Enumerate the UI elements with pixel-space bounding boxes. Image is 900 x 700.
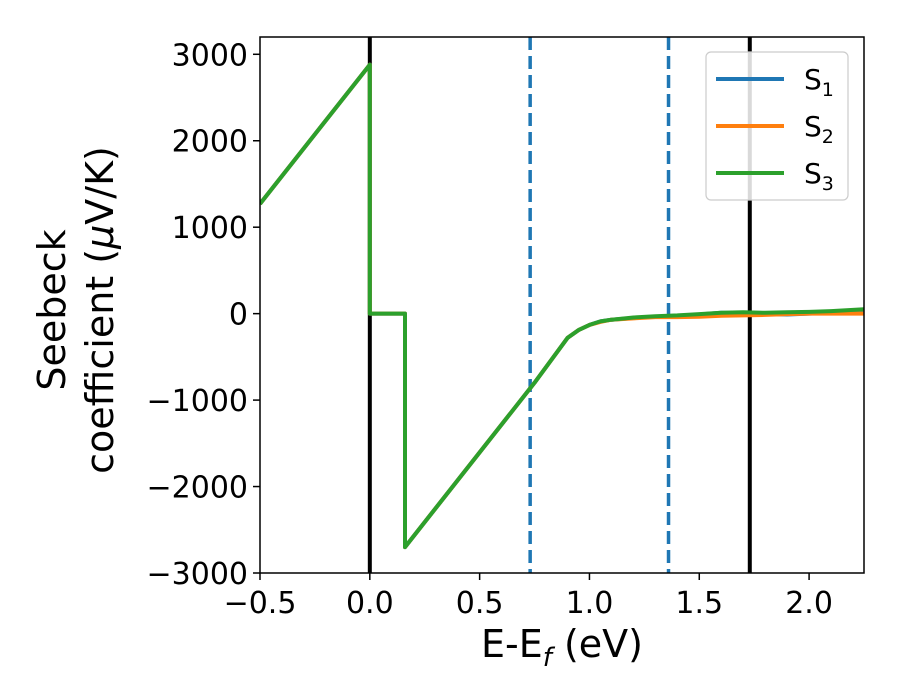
axes-frame xyxy=(259,36,865,574)
y-tick-label: 0 xyxy=(229,298,248,333)
y-axis-title-line1: Seebeck xyxy=(30,229,74,390)
x-tick-label: 1.0 xyxy=(566,586,614,621)
x-tick-label: −0.5 xyxy=(224,586,297,621)
x-tick-label: 2.0 xyxy=(785,586,833,621)
x-tick-label: 0.5 xyxy=(456,586,504,621)
y-tick-label: 2000 xyxy=(172,125,248,160)
x-axis-title: E-Ef (eV) xyxy=(481,622,643,673)
x-tick-label: 1.5 xyxy=(675,586,723,621)
series-line-3 xyxy=(260,62,864,550)
y-tick-label: 1000 xyxy=(172,211,248,246)
series-lines xyxy=(260,62,864,550)
vertical-reference-lines xyxy=(367,37,752,573)
y-tick-label: −2000 xyxy=(147,471,248,506)
y-tick-label: −1000 xyxy=(147,384,248,419)
legend-label-2: S2 xyxy=(804,110,834,148)
y-tick-label: −3000 xyxy=(147,557,248,592)
y-tick-label: 3000 xyxy=(172,38,248,73)
legend-label-1: S1 xyxy=(804,63,834,101)
x-tick-label: 0.0 xyxy=(346,586,394,621)
legend-label-3: S3 xyxy=(804,157,834,195)
y-axis-title: Seebeck coefficient (μV/K) xyxy=(30,146,122,474)
legend: S1 S2 S3 xyxy=(705,51,849,201)
y-axis-title-line2: coefficient (μV/K) xyxy=(78,146,122,474)
axes: −0.5 0.0 0.5 1.0 1.5 2.0 −3000 −2000 −1000 0 1000 2… xyxy=(147,36,865,621)
